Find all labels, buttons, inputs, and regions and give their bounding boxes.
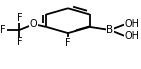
Text: F: F	[16, 13, 22, 23]
Text: F: F	[16, 37, 22, 47]
Text: B: B	[106, 25, 114, 35]
Text: O: O	[30, 19, 38, 29]
Text: F: F	[0, 25, 6, 35]
Text: F: F	[65, 38, 71, 48]
Text: OH: OH	[125, 31, 139, 41]
Text: OH: OH	[125, 20, 139, 29]
